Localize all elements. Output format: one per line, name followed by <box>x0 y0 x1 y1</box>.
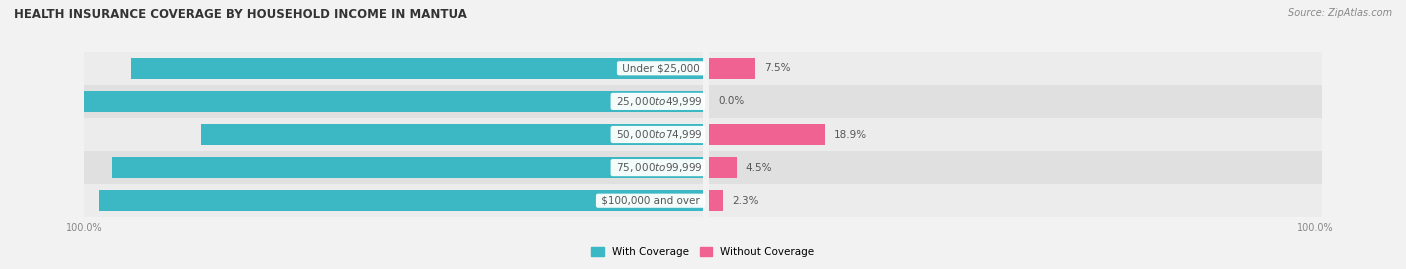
Text: 81.2%: 81.2% <box>690 129 727 140</box>
Bar <box>98 190 703 211</box>
Text: $50,000 to $74,999: $50,000 to $74,999 <box>613 128 703 141</box>
Bar <box>709 85 1322 118</box>
Bar <box>84 52 703 85</box>
Text: $25,000 to $49,999: $25,000 to $49,999 <box>613 95 703 108</box>
Bar <box>84 184 703 217</box>
Text: HEALTH INSURANCE COVERAGE BY HOUSEHOLD INCOME IN MANTUA: HEALTH INSURANCE COVERAGE BY HOUSEHOLD I… <box>14 8 467 21</box>
Bar <box>84 118 703 151</box>
Bar <box>709 52 1322 85</box>
Bar <box>84 151 703 184</box>
Legend: With Coverage, Without Coverage: With Coverage, Without Coverage <box>588 243 818 261</box>
Text: Under $25,000: Under $25,000 <box>619 63 703 73</box>
Bar <box>112 157 703 178</box>
Text: 97.7%: 97.7% <box>690 196 727 206</box>
Bar <box>201 124 703 145</box>
Text: 100.0%: 100.0% <box>690 96 734 107</box>
Bar <box>84 91 703 112</box>
Text: $75,000 to $99,999: $75,000 to $99,999 <box>613 161 703 174</box>
Text: 18.9%: 18.9% <box>834 129 868 140</box>
Bar <box>131 58 703 79</box>
Text: 7.5%: 7.5% <box>765 63 790 73</box>
Bar <box>709 124 825 145</box>
Bar <box>709 151 1322 184</box>
Text: 92.5%: 92.5% <box>690 63 727 73</box>
Bar <box>709 58 755 79</box>
Text: 2.3%: 2.3% <box>733 196 759 206</box>
Bar <box>709 184 1322 217</box>
Bar <box>709 157 737 178</box>
Text: Source: ZipAtlas.com: Source: ZipAtlas.com <box>1288 8 1392 18</box>
Bar <box>709 190 723 211</box>
Bar <box>84 85 703 118</box>
Text: 95.5%: 95.5% <box>690 162 727 173</box>
Text: 4.5%: 4.5% <box>745 162 772 173</box>
Text: 0.0%: 0.0% <box>718 96 745 107</box>
Bar <box>709 118 1322 151</box>
Text: $100,000 and over: $100,000 and over <box>598 196 703 206</box>
